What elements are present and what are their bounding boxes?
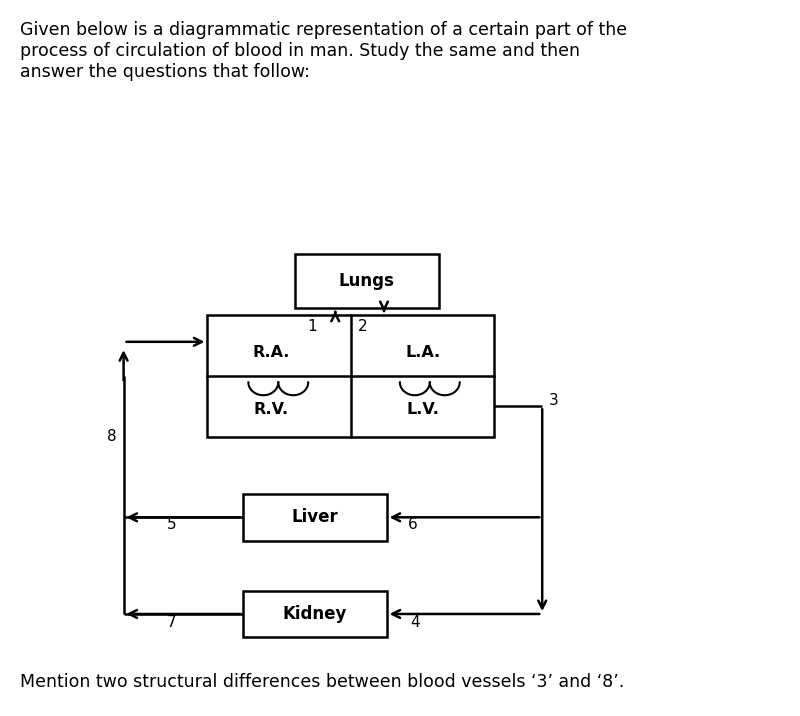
Bar — [243, 591, 386, 637]
Text: Liver: Liver — [291, 508, 338, 526]
Text: L.V.: L.V. — [406, 402, 439, 417]
Bar — [207, 315, 494, 437]
Text: 5: 5 — [166, 517, 176, 531]
Text: 6: 6 — [408, 517, 418, 531]
Text: R.A.: R.A. — [253, 345, 290, 359]
Bar — [243, 494, 386, 541]
Text: Kidney: Kidney — [282, 605, 347, 623]
Text: 4: 4 — [410, 616, 419, 630]
Text: 8: 8 — [107, 430, 117, 444]
Text: 3: 3 — [550, 394, 559, 408]
Bar — [295, 254, 438, 308]
Text: 2: 2 — [358, 319, 368, 334]
Text: Given below is a diagrammatic representation of a certain part of the
process of: Given below is a diagrammatic representa… — [20, 21, 627, 81]
Text: Mention two structural differences between blood vessels ‘3’ and ‘8’.: Mention two structural differences betwe… — [20, 673, 624, 691]
Text: R.V.: R.V. — [254, 402, 289, 417]
Text: 7: 7 — [166, 616, 176, 630]
Text: L.A.: L.A. — [405, 345, 440, 359]
Text: Lungs: Lungs — [339, 272, 394, 290]
Text: 1: 1 — [308, 319, 318, 334]
